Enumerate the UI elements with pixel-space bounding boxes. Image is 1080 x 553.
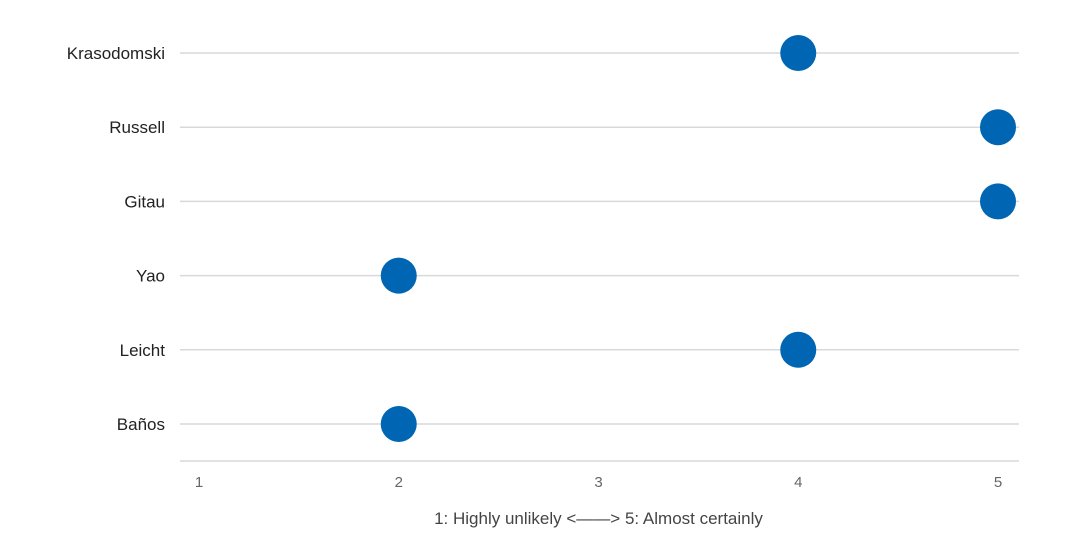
grid-lines bbox=[180, 52, 1019, 425]
x-tick-label: 4 bbox=[794, 474, 802, 491]
x-tick-label: 2 bbox=[395, 474, 403, 491]
data-points bbox=[380, 35, 1016, 442]
data-point[interactable] bbox=[980, 109, 1016, 146]
category-label: Yao bbox=[136, 267, 165, 286]
category-labels: Krasodomski Russell Gitau Yao Leicht Baños bbox=[67, 44, 166, 434]
data-point[interactable] bbox=[380, 257, 417, 294]
data-point[interactable] bbox=[780, 331, 817, 368]
category-label: Krasodomski bbox=[67, 44, 165, 63]
category-label: Gitau bbox=[124, 192, 165, 211]
x-tick-label: 5 bbox=[994, 474, 1002, 491]
x-tick-labels: 1 2 3 4 5 bbox=[195, 474, 1002, 491]
x-axis-title: 1: Highly unlikely <——> 5: Almost certai… bbox=[434, 509, 763, 528]
x-tick-label: 1 bbox=[195, 474, 203, 491]
category-label: Baños bbox=[117, 415, 165, 434]
data-point[interactable] bbox=[380, 406, 417, 442]
data-point[interactable] bbox=[780, 35, 817, 71]
category-label: Russell bbox=[109, 118, 165, 137]
x-tick-label: 3 bbox=[594, 474, 602, 491]
data-point[interactable] bbox=[980, 183, 1016, 220]
category-label: Leicht bbox=[120, 341, 166, 360]
